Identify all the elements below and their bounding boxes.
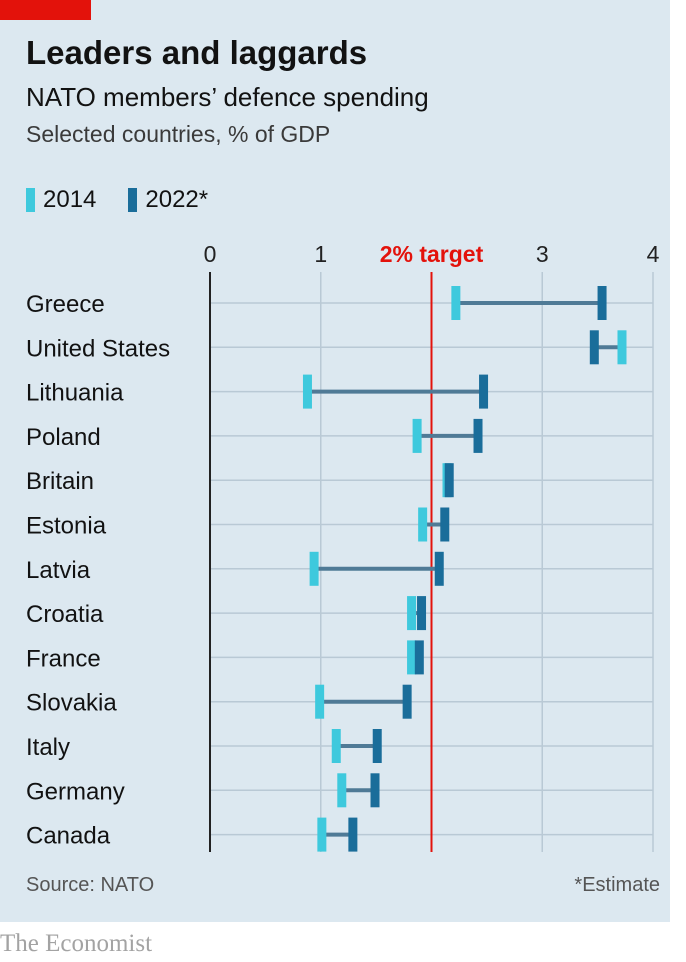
category-label: Germany	[26, 778, 125, 805]
marker-2014	[309, 551, 319, 586]
category-label: France	[26, 645, 101, 672]
legend-label-2014: 2014	[43, 186, 97, 213]
category-label: Estonia	[26, 513, 107, 540]
legend-swatch-2014	[26, 188, 35, 212]
x-tick-label: 3	[536, 241, 549, 267]
marker-2022	[479, 374, 489, 409]
marker-2014	[407, 640, 417, 675]
x-tick-label: 4	[647, 241, 660, 267]
marker-2014	[337, 773, 347, 808]
marker-2022	[440, 507, 450, 542]
chart-units-note: Selected countries, % of GDP	[26, 121, 331, 147]
category-label: Greece	[26, 291, 105, 318]
legend: 2014 2022*	[26, 185, 240, 215]
category-label: United States	[26, 335, 170, 362]
category-label: Latvia	[26, 557, 91, 584]
marker-2022	[434, 551, 444, 586]
marker-2022	[597, 286, 607, 320]
marker-2022	[370, 773, 380, 808]
category-label: Lithuania	[26, 380, 124, 407]
category-label: Britain	[26, 468, 94, 495]
marker-2014	[617, 330, 627, 365]
marker-2014	[317, 817, 327, 852]
marker-2014	[407, 596, 417, 631]
marker-2014	[412, 418, 422, 453]
marker-2022	[417, 596, 427, 631]
marker-2022	[444, 463, 454, 498]
category-label: Slovakia	[26, 690, 117, 717]
x-tick-label: 1	[314, 241, 327, 267]
legend-item-2014: 2014	[26, 186, 96, 214]
category-label: Canada	[26, 823, 111, 850]
category-label: Italy	[26, 734, 70, 761]
chart-title: Leaders and laggards	[26, 34, 368, 71]
marker-2014	[451, 286, 461, 320]
marker-2022	[372, 729, 382, 763]
x-tick-label: 0	[204, 241, 217, 267]
marker-2022	[589, 330, 599, 365]
marker-2022	[414, 640, 424, 675]
marker-2014	[302, 374, 312, 409]
brand-wordmark: The Economist	[0, 930, 153, 957]
category-label: Poland	[26, 424, 101, 451]
marker-2014	[315, 684, 325, 719]
marker-2014	[418, 507, 428, 542]
marker-2022	[402, 684, 412, 719]
target-line-label: 2% target	[380, 241, 484, 267]
source-note: Source: NATO	[26, 874, 155, 896]
chart-subtitle: NATO members’ defence spending	[26, 82, 429, 112]
category-label: Croatia	[26, 601, 104, 628]
marker-2022	[473, 418, 483, 453]
marker-2022	[348, 817, 358, 852]
brand-red-tag	[0, 0, 91, 20]
legend-label-2022: 2022*	[145, 186, 209, 213]
chart-panel	[0, 0, 670, 922]
legend-swatch-2022	[128, 188, 138, 212]
marker-2014	[331, 729, 341, 763]
estimate-footnote: *Estimate	[574, 874, 660, 896]
legend-item-2022: 2022*	[128, 186, 208, 214]
